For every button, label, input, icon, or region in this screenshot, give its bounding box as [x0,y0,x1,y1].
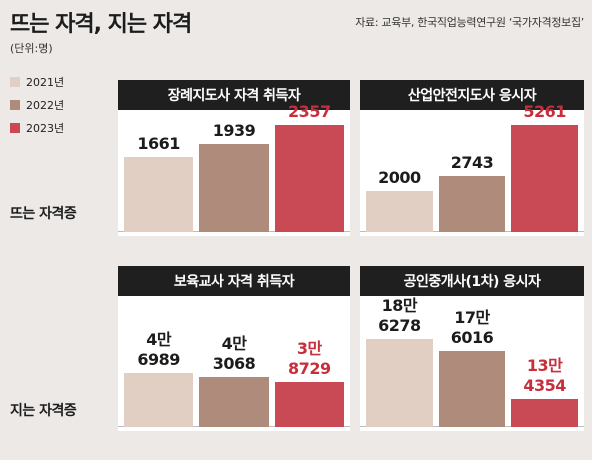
data-label: 4만 6989 [124,330,193,370]
unit-note: (단위:명) [10,42,53,55]
data-label: 1939 [199,121,268,141]
data-label: 2000 [366,168,433,188]
data-label-line: 1661 [137,133,180,153]
bar [366,191,433,232]
data-label-line: 18만 [381,295,418,315]
legend-item: 2022년 [10,93,64,116]
chart-panel-childcare-teacher: 보육교사 자격 취득자 4만 6989 4만 3068 3만 8729 [118,266,350,431]
data-label: 13만 4354 [511,356,578,396]
bar [511,124,578,232]
data-label: 1661 [124,134,193,154]
row-label-declining: 지는 자격증 [10,403,77,419]
data-label: 3만 8729 [275,339,344,379]
bar [511,398,578,427]
data-label-line: 1939 [212,121,256,140]
bar [438,350,506,427]
chart-title: 뜨는 자격, 지는 자격 [10,12,192,37]
panel-title: 장례지도사 자격 취득자 [118,80,350,110]
legend-label: 2022년 [26,98,65,112]
data-label-line: 2357 [288,102,331,122]
data-label-line: 5261 [523,101,566,121]
row-label-rising: 뜨는 자격증 [10,206,77,222]
data-label-line: 2000 [378,168,421,188]
data-label: 5261 [511,102,578,122]
panel-title: 보육교사 자격 취득자 [118,266,350,296]
bar [274,125,344,232]
data-label-line: 4354 [523,375,566,395]
legend: 2021년 2022년 2023년 [10,70,64,139]
bar [199,377,269,427]
bar [124,156,194,232]
data-label-line: 3만 [296,339,322,359]
legend-label: 2023년 [26,121,65,135]
legend-swatch [10,76,20,87]
data-label-line: 8729 [288,359,331,379]
bar [438,176,506,232]
data-label-line: 4만 [221,334,247,354]
legend-swatch [10,122,20,133]
data-label: 2357 [275,102,344,122]
data-label: 17만 6016 [439,308,506,348]
data-label: 18만 6278 [366,296,433,336]
data-label: 2743 [439,153,506,173]
data-label-line: 3068 [212,354,256,374]
bar [366,338,433,427]
chart-panel-realtor: 공인중개사(1차) 응시자 18만 6278 17만 6016 13만 4354 [360,266,584,431]
chart-panel-safety-instructor: 산업안전지도사 응시자 2000 2743 5261 [360,80,584,236]
data-label-line: 6016 [450,327,494,347]
data-label-line: 2743 [450,153,494,173]
chart-panel-funeral-director: 장례지도사 자격 취득자 1661 1939 2357 [118,80,350,236]
data-label-line: 13만 [526,355,563,375]
legend-swatch [10,99,20,110]
data-label-line: 17만 [454,307,490,327]
bar [274,382,344,427]
data-label-line: 4만 [146,329,172,349]
legend-item: 2021년 [10,70,64,93]
panel-title: 공인중개사(1차) 응시자 [360,266,584,296]
data-label-line: 6278 [378,315,421,335]
bar [124,372,194,427]
data-label-line: 6989 [137,349,180,369]
panel-title: 산업안전지도사 응시자 [360,80,584,110]
legend-item: 2023년 [10,116,64,139]
bar [199,144,269,232]
legend-label: 2021년 [26,75,65,89]
source-note: 자료: 교육부, 한국직업능력연구원 ‘국가자격정보집’ [355,16,584,29]
data-label: 4만 3068 [199,334,268,374]
